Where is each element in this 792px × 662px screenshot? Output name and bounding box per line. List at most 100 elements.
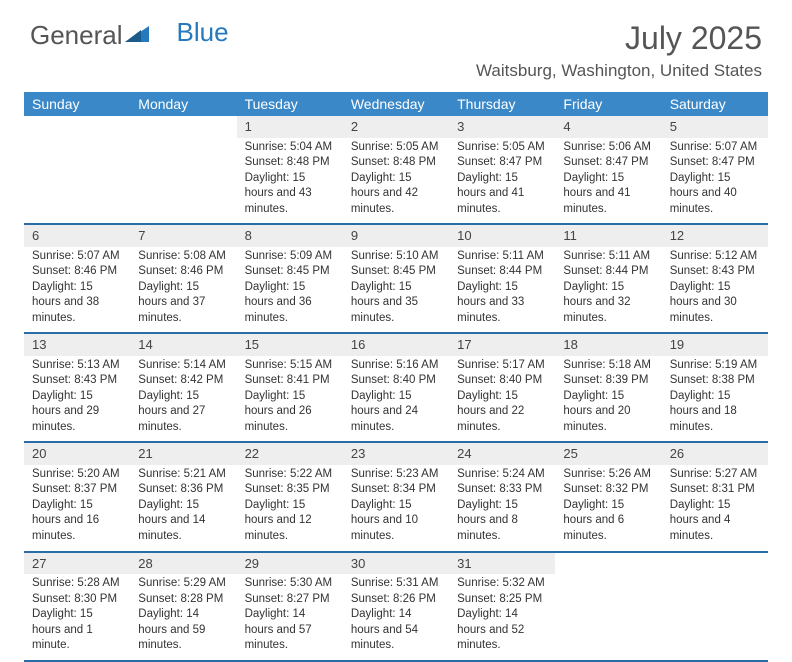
week-row: . . 1Sunrise: 5:04 AMSunset: 8:48 PMDayl…: [24, 116, 768, 225]
day-cell: 21Sunrise: 5:21 AMSunset: 8:36 PMDayligh…: [130, 443, 236, 550]
day-header-cell: Saturday: [662, 92, 768, 116]
day-header-cell: Sunday: [24, 92, 130, 116]
day-details: Sunrise: 5:18 AMSunset: 8:39 PMDaylight:…: [555, 356, 661, 442]
day-cell: 14Sunrise: 5:14 AMSunset: 8:42 PMDayligh…: [130, 334, 236, 441]
day-number: 17: [449, 334, 555, 356]
day-cell: 16Sunrise: 5:16 AMSunset: 8:40 PMDayligh…: [343, 334, 449, 441]
day-cell: 31Sunrise: 5:32 AMSunset: 8:25 PMDayligh…: [449, 553, 555, 660]
week-row: 27Sunrise: 5:28 AMSunset: 8:30 PMDayligh…: [24, 553, 768, 662]
day-details: Sunrise: 5:31 AMSunset: 8:26 PMDaylight:…: [343, 574, 449, 660]
day-number: 16: [343, 334, 449, 356]
day-cell: 7Sunrise: 5:08 AMSunset: 8:46 PMDaylight…: [130, 225, 236, 332]
day-details: Sunrise: 5:28 AMSunset: 8:30 PMDaylight:…: [24, 574, 130, 660]
day-number: 8: [237, 225, 343, 247]
day-number: 15: [237, 334, 343, 356]
day-details: Sunrise: 5:07 AMSunset: 8:47 PMDaylight:…: [662, 138, 768, 224]
day-header-row: SundayMondayTuesdayWednesdayThursdayFrid…: [24, 92, 768, 116]
day-number: 22: [237, 443, 343, 465]
day-number: 2: [343, 116, 449, 138]
week-row: 6Sunrise: 5:07 AMSunset: 8:46 PMDaylight…: [24, 225, 768, 334]
day-number: 19: [662, 334, 768, 356]
day-number: 13: [24, 334, 130, 356]
day-details: Sunrise: 5:32 AMSunset: 8:25 PMDaylight:…: [449, 574, 555, 660]
day-details: Sunrise: 5:19 AMSunset: 8:38 PMDaylight:…: [662, 356, 768, 442]
empty-cell: .: [555, 553, 661, 660]
day-details: Sunrise: 5:20 AMSunset: 8:37 PMDaylight:…: [24, 465, 130, 551]
day-number: 18: [555, 334, 661, 356]
day-number: 30: [343, 553, 449, 575]
day-cell: 3Sunrise: 5:05 AMSunset: 8:47 PMDaylight…: [449, 116, 555, 223]
day-cell: 8Sunrise: 5:09 AMSunset: 8:45 PMDaylight…: [237, 225, 343, 332]
day-number: 25: [555, 443, 661, 465]
day-cell: 11Sunrise: 5:11 AMSunset: 8:44 PMDayligh…: [555, 225, 661, 332]
day-header-cell: Monday: [130, 92, 236, 116]
day-cell: 9Sunrise: 5:10 AMSunset: 8:45 PMDaylight…: [343, 225, 449, 332]
logo-part1: General: [30, 20, 123, 51]
day-details: Sunrise: 5:11 AMSunset: 8:44 PMDaylight:…: [555, 247, 661, 333]
day-details: Sunrise: 5:23 AMSunset: 8:34 PMDaylight:…: [343, 465, 449, 551]
day-cell: 20Sunrise: 5:20 AMSunset: 8:37 PMDayligh…: [24, 443, 130, 550]
day-cell: 6Sunrise: 5:07 AMSunset: 8:46 PMDaylight…: [24, 225, 130, 332]
empty-cell: .: [130, 116, 236, 223]
day-number: 14: [130, 334, 236, 356]
day-number: 23: [343, 443, 449, 465]
day-details: Sunrise: 5:30 AMSunset: 8:27 PMDaylight:…: [237, 574, 343, 660]
day-details: Sunrise: 5:12 AMSunset: 8:43 PMDaylight:…: [662, 247, 768, 333]
logo: General Blue: [30, 20, 229, 51]
day-cell: 15Sunrise: 5:15 AMSunset: 8:41 PMDayligh…: [237, 334, 343, 441]
day-cell: 13Sunrise: 5:13 AMSunset: 8:43 PMDayligh…: [24, 334, 130, 441]
day-details: Sunrise: 5:22 AMSunset: 8:35 PMDaylight:…: [237, 465, 343, 551]
day-details: Sunrise: 5:13 AMSunset: 8:43 PMDaylight:…: [24, 356, 130, 442]
week-row: 20Sunrise: 5:20 AMSunset: 8:37 PMDayligh…: [24, 443, 768, 552]
day-details: Sunrise: 5:11 AMSunset: 8:44 PMDaylight:…: [449, 247, 555, 333]
day-number: 24: [449, 443, 555, 465]
title-block: July 2025 Waitsburg, Washington, United …: [476, 20, 762, 81]
weeks-container: . . 1Sunrise: 5:04 AMSunset: 8:48 PMDayl…: [24, 116, 768, 662]
day-details: Sunrise: 5:29 AMSunset: 8:28 PMDaylight:…: [130, 574, 236, 660]
day-details: Sunrise: 5:09 AMSunset: 8:45 PMDaylight:…: [237, 247, 343, 333]
day-number: 9: [343, 225, 449, 247]
day-number: 20: [24, 443, 130, 465]
day-cell: 4Sunrise: 5:06 AMSunset: 8:47 PMDaylight…: [555, 116, 661, 223]
location: Waitsburg, Washington, United States: [476, 61, 762, 81]
logo-triangle-icon: [125, 18, 149, 49]
day-number: 7: [130, 225, 236, 247]
day-details: Sunrise: 5:10 AMSunset: 8:45 PMDaylight:…: [343, 247, 449, 333]
day-number: 31: [449, 553, 555, 575]
day-number: 26: [662, 443, 768, 465]
day-cell: 18Sunrise: 5:18 AMSunset: 8:39 PMDayligh…: [555, 334, 661, 441]
day-number: 29: [237, 553, 343, 575]
calendar: SundayMondayTuesdayWednesdayThursdayFrid…: [0, 92, 792, 662]
day-header-cell: Wednesday: [343, 92, 449, 116]
day-cell: 2Sunrise: 5:05 AMSunset: 8:48 PMDaylight…: [343, 116, 449, 223]
day-details: Sunrise: 5:27 AMSunset: 8:31 PMDaylight:…: [662, 465, 768, 551]
day-details: Sunrise: 5:05 AMSunset: 8:47 PMDaylight:…: [449, 138, 555, 224]
day-number: 12: [662, 225, 768, 247]
day-cell: 24Sunrise: 5:24 AMSunset: 8:33 PMDayligh…: [449, 443, 555, 550]
day-cell: 12Sunrise: 5:12 AMSunset: 8:43 PMDayligh…: [662, 225, 768, 332]
day-details: Sunrise: 5:15 AMSunset: 8:41 PMDaylight:…: [237, 356, 343, 442]
day-number: 10: [449, 225, 555, 247]
day-details: Sunrise: 5:07 AMSunset: 8:46 PMDaylight:…: [24, 247, 130, 333]
day-cell: 10Sunrise: 5:11 AMSunset: 8:44 PMDayligh…: [449, 225, 555, 332]
day-header-cell: Friday: [555, 92, 661, 116]
day-cell: 22Sunrise: 5:22 AMSunset: 8:35 PMDayligh…: [237, 443, 343, 550]
day-cell: 23Sunrise: 5:23 AMSunset: 8:34 PMDayligh…: [343, 443, 449, 550]
day-header-cell: Thursday: [449, 92, 555, 116]
day-number: 28: [130, 553, 236, 575]
week-row: 13Sunrise: 5:13 AMSunset: 8:43 PMDayligh…: [24, 334, 768, 443]
day-number: 3: [449, 116, 555, 138]
day-cell: 17Sunrise: 5:17 AMSunset: 8:40 PMDayligh…: [449, 334, 555, 441]
day-number: 6: [24, 225, 130, 247]
day-cell: 29Sunrise: 5:30 AMSunset: 8:27 PMDayligh…: [237, 553, 343, 660]
empty-cell: .: [662, 553, 768, 660]
day-details: Sunrise: 5:14 AMSunset: 8:42 PMDaylight:…: [130, 356, 236, 442]
day-details: Sunrise: 5:05 AMSunset: 8:48 PMDaylight:…: [343, 138, 449, 224]
day-number: 5: [662, 116, 768, 138]
day-details: Sunrise: 5:16 AMSunset: 8:40 PMDaylight:…: [343, 356, 449, 442]
day-details: Sunrise: 5:24 AMSunset: 8:33 PMDaylight:…: [449, 465, 555, 551]
day-cell: 26Sunrise: 5:27 AMSunset: 8:31 PMDayligh…: [662, 443, 768, 550]
day-cell: 25Sunrise: 5:26 AMSunset: 8:32 PMDayligh…: [555, 443, 661, 550]
day-details: Sunrise: 5:17 AMSunset: 8:40 PMDaylight:…: [449, 356, 555, 442]
day-details: Sunrise: 5:06 AMSunset: 8:47 PMDaylight:…: [555, 138, 661, 224]
